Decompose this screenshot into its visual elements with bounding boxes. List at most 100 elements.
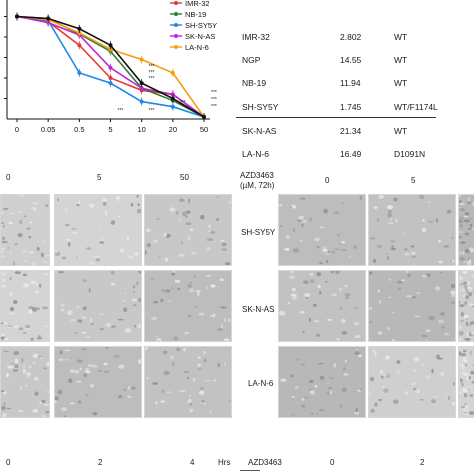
time-label: 0	[6, 458, 11, 467]
significance-mark: ***	[211, 104, 217, 110]
alk-status: D1091N	[394, 149, 426, 159]
bottom-block-divider	[0, 420, 474, 450]
micrograph-tile	[458, 346, 474, 418]
significance-mark: ***	[118, 108, 124, 114]
x-tick-label: 10	[137, 125, 145, 134]
ic50-value: 11.94	[340, 78, 361, 88]
cell-line-name: SH-SY5Y	[242, 102, 279, 112]
cell-texture	[459, 349, 474, 417]
drug-header: AZD3463	[240, 171, 274, 180]
x-tick-label: 0.5	[74, 125, 84, 134]
alk-status: WT	[394, 32, 408, 42]
data-point	[139, 81, 144, 86]
micrograph-tile	[458, 194, 474, 266]
header-cut-rule	[240, 470, 260, 471]
significance-mark: ***	[149, 70, 155, 76]
cell-texture	[459, 195, 474, 265]
cell-line-name: SK-N-AS	[242, 126, 277, 136]
cell-texture	[369, 349, 455, 413]
cell-texture	[459, 271, 474, 341]
time-label: 4	[190, 458, 195, 467]
time-label: 0	[330, 458, 335, 467]
data-point	[108, 76, 113, 80]
row-label: SH-SY5Y	[241, 228, 276, 237]
alk-status: WT	[394, 78, 408, 88]
cell-texture	[150, 271, 231, 341]
micrograph-tile	[368, 346, 456, 418]
cell-line-name: NB-19	[242, 78, 267, 88]
micrograph-tile	[144, 270, 232, 342]
cell-texture	[55, 347, 141, 417]
legend-label: IMR-32	[185, 0, 210, 8]
cell-texture	[58, 271, 141, 338]
micrograph-tile	[54, 346, 142, 418]
alk-status: WT	[394, 55, 408, 65]
micrograph-tile	[458, 270, 474, 342]
cell-line-name: NGP	[242, 55, 261, 65]
micrograph-tile	[54, 194, 142, 266]
table-row: NGP 14.55 WT	[242, 55, 474, 73]
significance-mark: ***	[149, 76, 155, 82]
data-point	[139, 99, 144, 104]
legend-marker	[174, 12, 178, 16]
chart-series	[15, 12, 206, 121]
time-label: 2	[98, 458, 103, 467]
row-label: SK-N-AS	[242, 305, 275, 314]
legend-label: LA-N-6	[185, 43, 209, 52]
micrograph-tile	[278, 346, 366, 418]
conc-label: 0	[6, 173, 11, 182]
cell-texture	[280, 348, 363, 416]
cell-texture	[369, 271, 455, 341]
micrograph-tile	[144, 346, 232, 418]
significance-mark: ***	[211, 97, 217, 103]
table-rule	[236, 117, 436, 118]
conc-label: 50	[180, 173, 189, 182]
data-point	[108, 81, 113, 86]
chart-axes	[4, 0, 210, 120]
x-tick-label: 0	[15, 125, 19, 134]
alk-status: WT/F1174L	[394, 102, 438, 112]
micrograph-tile	[144, 194, 232, 266]
data-point	[170, 96, 175, 101]
data-point	[170, 70, 175, 75]
table-row: LA-N-6 16.49 D1091N	[242, 149, 474, 167]
significance-mark: ***	[149, 108, 155, 114]
micrograph-tile	[368, 194, 456, 266]
legend-marker	[174, 23, 178, 27]
cell-texture	[279, 195, 363, 265]
data-point	[170, 92, 175, 97]
cell-texture	[279, 271, 361, 341]
cell-texture	[1, 195, 49, 265]
cell-texture	[55, 195, 141, 265]
data-point	[108, 43, 113, 48]
legend-label: NB-19	[185, 10, 206, 19]
legend-label: SH-SY5Y	[185, 21, 217, 30]
drug-header-bottom: AZD3463	[248, 458, 282, 467]
legend-label: SK-N-AS	[185, 32, 215, 41]
data-point	[202, 114, 206, 119]
ic50-value: 2.802	[340, 32, 362, 42]
data-point	[77, 26, 82, 31]
micrograph-tile	[278, 194, 366, 266]
cell-line-name: LA-N-6	[242, 149, 269, 159]
micrograph-tile	[0, 346, 50, 418]
cell-texture	[145, 347, 231, 413]
time-label: 2	[420, 458, 425, 467]
chart-x-ticks: 0 0.05 0.5 5 10 20 50	[15, 119, 208, 134]
data-point	[77, 30, 82, 35]
conc-label: 5	[411, 176, 416, 185]
conc-label: 5	[97, 173, 102, 182]
legend-marker	[174, 1, 178, 5]
x-tick-label: 5	[108, 125, 112, 134]
micrograph-tile	[0, 270, 50, 342]
data-point	[108, 47, 113, 52]
micrograph-tile	[54, 270, 142, 342]
significance-mark: ***	[211, 90, 217, 96]
micrograph-tile	[0, 194, 50, 266]
significance-marks: ************************ ***	[118, 64, 217, 114]
legend-marker	[174, 45, 178, 49]
cell-line-name: IMR-32	[242, 32, 270, 42]
data-point	[139, 57, 144, 62]
chart-legend: IMR-32 NB-19 SH-SY5Y SK-N-AS LA-N-6	[170, 0, 217, 52]
x-tick-label: 50	[200, 125, 208, 134]
